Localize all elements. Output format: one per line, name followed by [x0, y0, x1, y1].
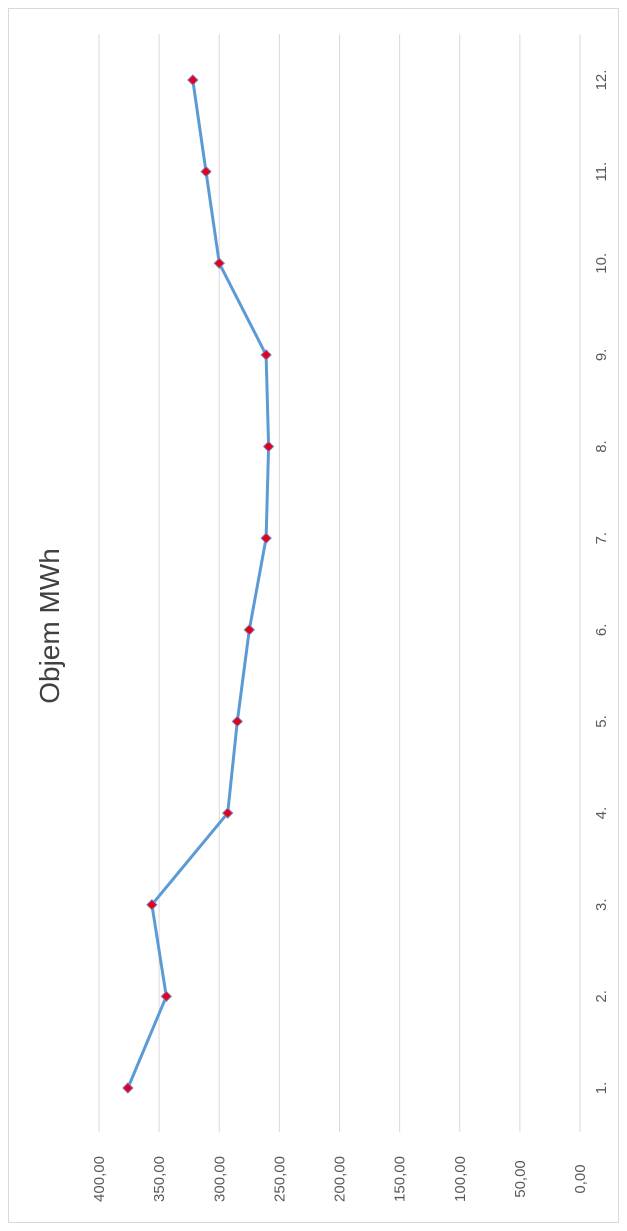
- chart-title: Objem MWh: [34, 548, 65, 704]
- data-point-marker: [262, 440, 275, 453]
- data-point-marker: [187, 74, 199, 86]
- series-layer: [126, 78, 271, 1090]
- y-tick-label: 200,00: [332, 1156, 349, 1202]
- y-tick-label: 0,00: [572, 1164, 589, 1193]
- x-category-label: 6.: [593, 624, 610, 637]
- y-tick-label: 150,00: [392, 1156, 409, 1202]
- x-axis-category-labels: 1. 2. 3. 4. 5. 6. 7. 8. 9. 10. 11. 12.: [593, 70, 610, 1095]
- y-tick-label: 350,00: [151, 1156, 168, 1202]
- x-category-label: 3.: [593, 898, 610, 911]
- y-tick-label: 250,00: [271, 1156, 288, 1202]
- data-point-marker: [160, 990, 173, 1003]
- data-point-marker: [122, 1082, 134, 1094]
- data-point-marker: [200, 165, 212, 178]
- chart-frame: 0,00 50,00 100,00 150,00 200,00 250,00 300,00 3…: [8, 8, 619, 1223]
- line-chart: 0,00 50,00 100,00 150,00 200,00 250,00 300,00 3…: [34, 34, 610, 1202]
- data-point-marker: [221, 807, 234, 819]
- x-category-label: 9.: [593, 349, 610, 362]
- data-point-marker: [243, 624, 256, 636]
- x-category-label: 5.: [593, 715, 610, 728]
- x-category-label: 7.: [593, 532, 610, 545]
- x-category-label: 2.: [593, 990, 610, 1003]
- y-tick-label: 400,00: [91, 1156, 108, 1202]
- data-point-marker: [146, 899, 158, 911]
- y-tick-label: 100,00: [452, 1156, 469, 1202]
- y-tick-label: 50,00: [512, 1160, 529, 1198]
- data-point-marker: [231, 715, 243, 728]
- gridlines: [98, 34, 581, 1132]
- data-point-marker: [260, 349, 272, 361]
- markers: [122, 74, 275, 1094]
- y-tick-label: 300,00: [211, 1156, 228, 1202]
- data-point-marker: [260, 532, 272, 544]
- x-category-label: 11.: [593, 162, 610, 182]
- data-point-marker: [213, 257, 225, 269]
- x-category-label: 4.: [593, 807, 610, 820]
- series-line: [126, 78, 271, 1090]
- x-category-label: 1.: [593, 1082, 610, 1095]
- x-category-label: 8.: [593, 440, 610, 453]
- x-category-label: 10.: [593, 253, 610, 274]
- y-axis-tick-labels: 0,00 50,00 100,00 150,00 200,00 250,00 300,00 3…: [91, 1156, 589, 1202]
- x-category-label: 12.: [593, 70, 610, 91]
